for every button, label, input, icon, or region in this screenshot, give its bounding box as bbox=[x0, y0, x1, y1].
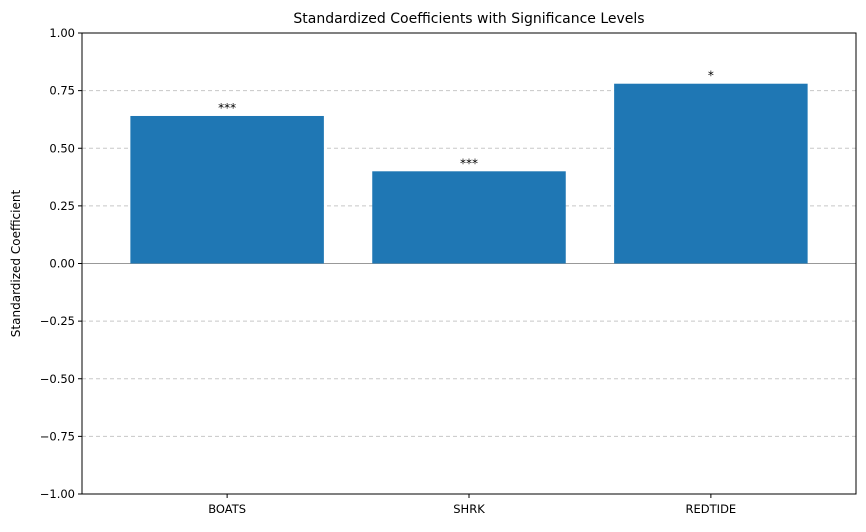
y-tick-label: −1.00 bbox=[40, 487, 75, 501]
y-tick-label: 0.25 bbox=[49, 199, 75, 213]
x-tick-label: BOATS bbox=[208, 502, 246, 516]
x-tick-label: SHRK bbox=[453, 502, 485, 516]
y-tick-label: 1.00 bbox=[49, 26, 75, 40]
annotation-layer: ******* bbox=[218, 69, 714, 171]
y-tick-label: −0.25 bbox=[40, 314, 75, 328]
y-tick-label: 0.00 bbox=[49, 257, 75, 271]
significance-label: * bbox=[708, 69, 714, 83]
bar-shrk bbox=[372, 171, 566, 264]
y-tick-label: 0.50 bbox=[49, 141, 75, 155]
y-axis-label: Standardized Coefficient bbox=[9, 190, 23, 338]
y-tick-label: 0.75 bbox=[49, 84, 75, 98]
x-axis-ticks: BOATS SHRK REDTIDE bbox=[208, 494, 736, 516]
chart-title: Standardized Coefficients with Significa… bbox=[293, 11, 644, 27]
y-axis-ticks: −1.00 −0.75 −0.50 −0.25 0.00 0.25 0.50 0.75 1.00 bbox=[40, 26, 82, 501]
bar-boats bbox=[130, 115, 324, 264]
x-tick-label: REDTIDE bbox=[686, 502, 737, 516]
bar-redtide bbox=[614, 83, 808, 264]
significance-label: *** bbox=[460, 156, 478, 170]
y-tick-label: −0.75 bbox=[40, 429, 75, 443]
bar-layer bbox=[130, 83, 808, 264]
y-tick-label: −0.50 bbox=[40, 372, 75, 386]
significance-label: *** bbox=[218, 101, 236, 115]
